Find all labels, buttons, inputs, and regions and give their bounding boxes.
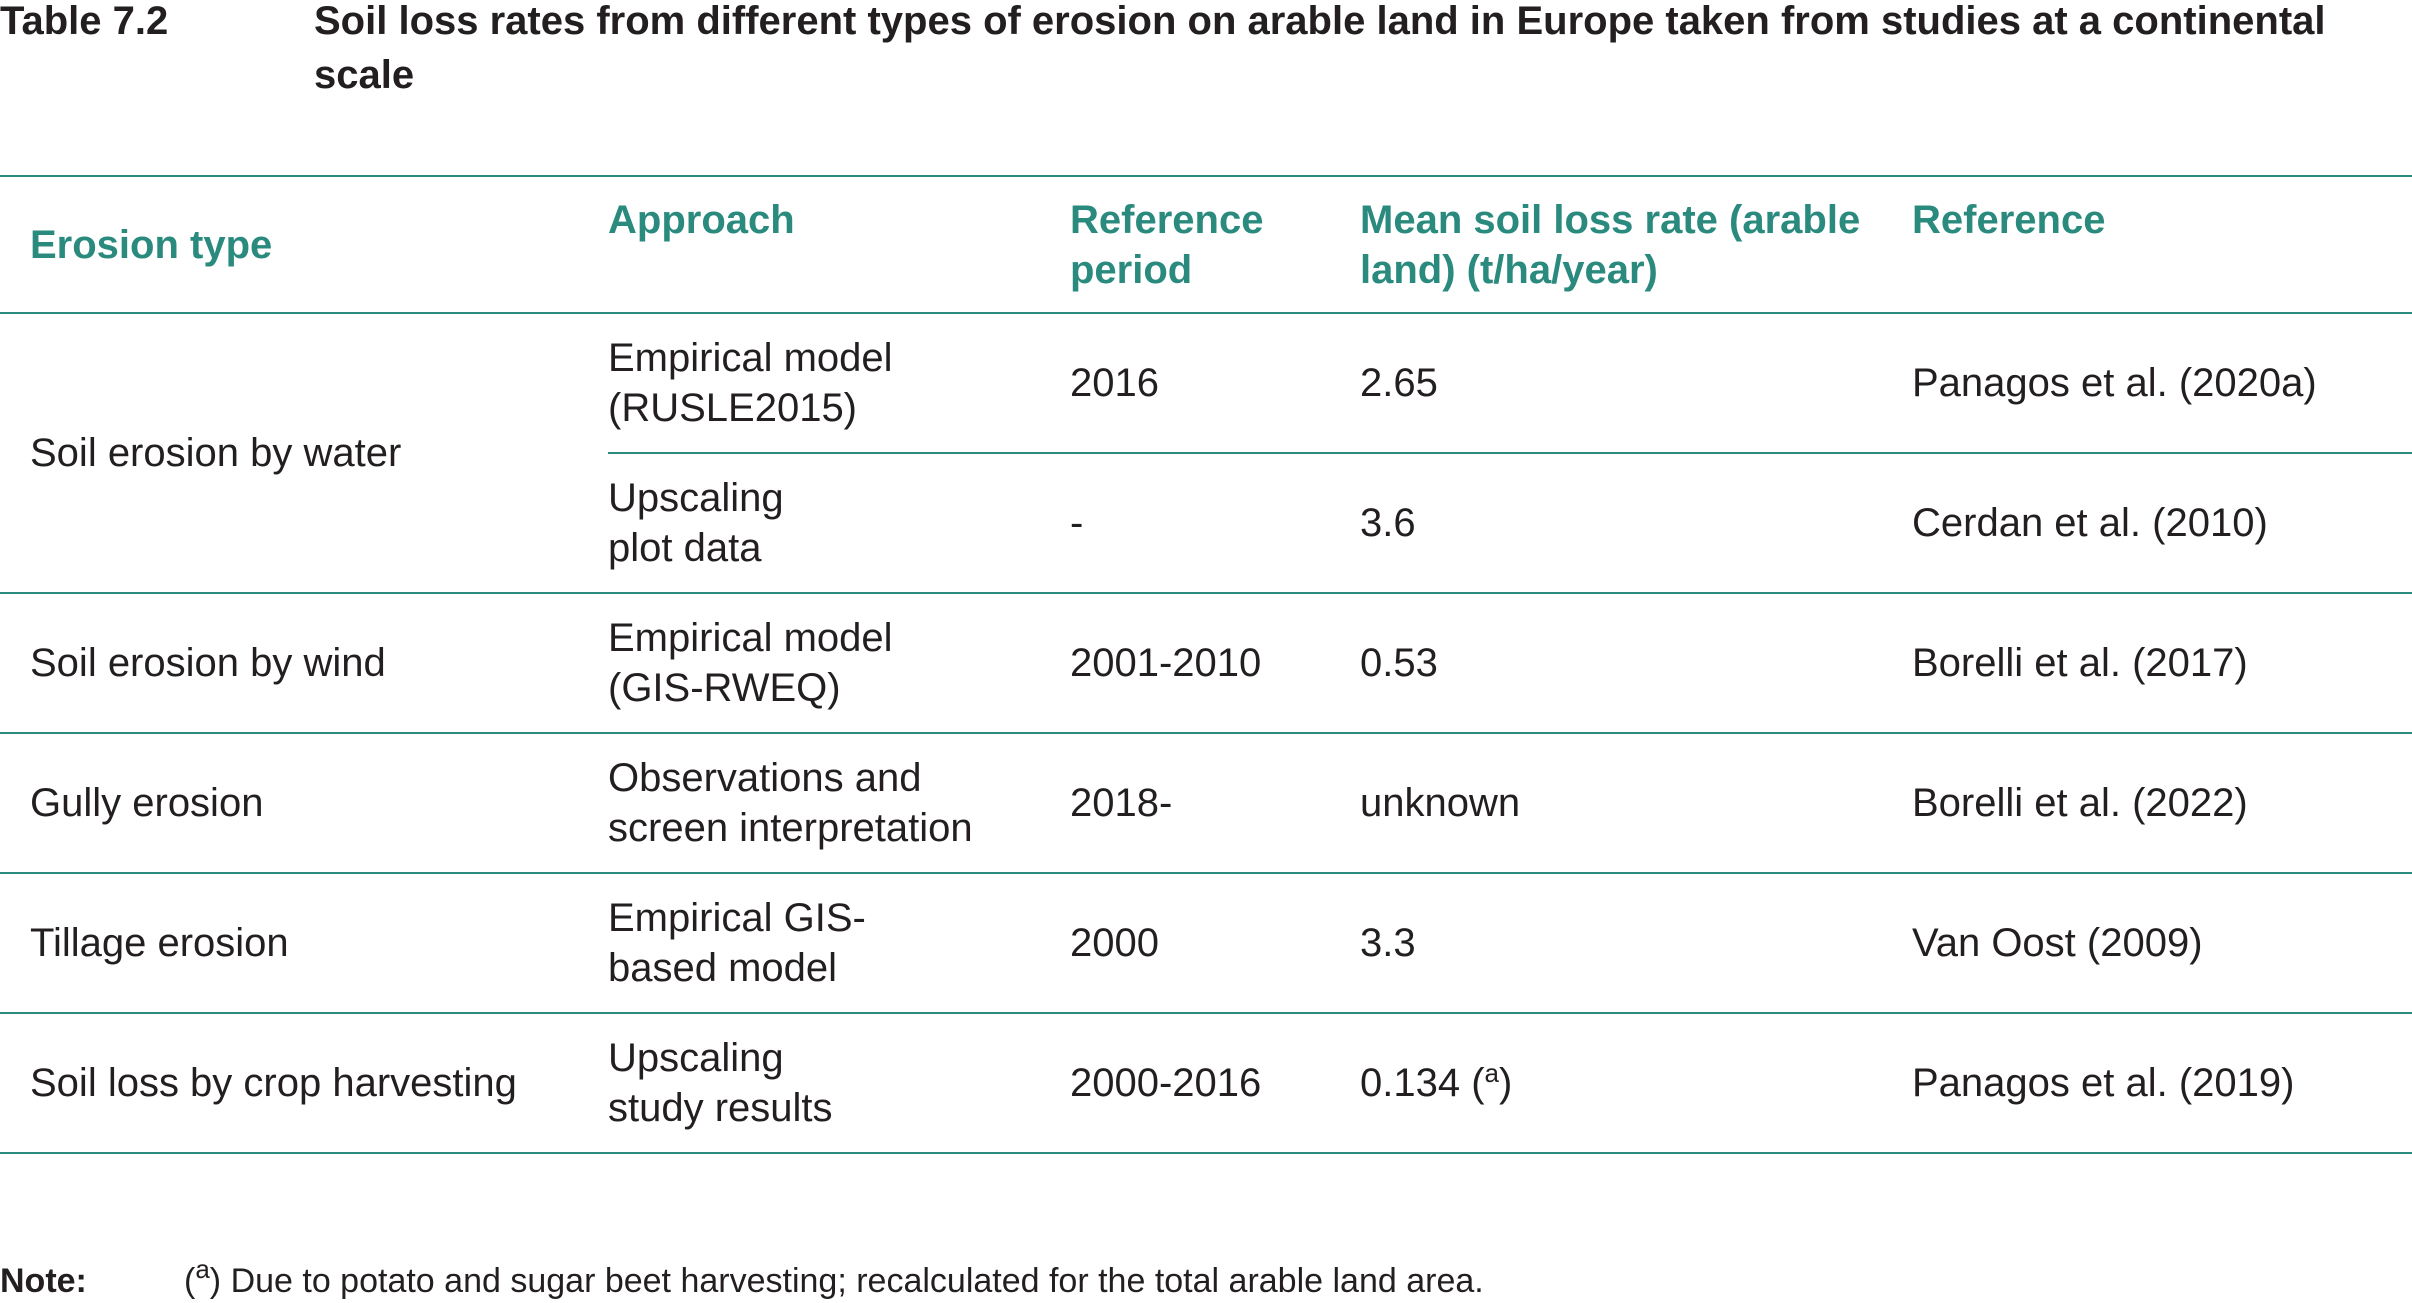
rate-cell: 0.53 <box>1360 641 1438 685</box>
approach-cell: Upscaling study results <box>608 1013 1070 1153</box>
approach-cell: Empirical GIS-based model <box>608 873 1070 1013</box>
note-marker: a <box>195 1254 210 1284</box>
header-approach: Approach <box>608 198 795 242</box>
table-row: Soil loss by crop harvesting Upscaling s… <box>0 1013 2412 1153</box>
rate-cell: 0.134 (a) <box>1360 1058 1513 1105</box>
period-cell: 2000 <box>1070 921 1159 965</box>
reference-cell: Panagos et al. (2020a) <box>1912 313 2412 454</box>
approach-cell: Observations and screen interpretation <box>608 733 1070 873</box>
reference-cell: Cerdan et al. (2010) <box>1912 501 2268 545</box>
table-row: Soil erosion by wind Empirical model (GI… <box>0 593 2412 733</box>
period-cell: 2000-2016 <box>1070 1061 1262 1105</box>
soil-loss-table: Erosion type Approach Reference period M… <box>0 175 2412 1154</box>
approach-text: Observations and screen interpretation <box>608 756 973 850</box>
period-cell: 2018- <box>1070 781 1173 825</box>
reference-cell: Borelli et al. (2017) <box>1912 641 2248 685</box>
erosion-type-cell: Tillage erosion <box>30 921 289 965</box>
table-row: Upscaling plot data - 3.6 Cerdan et al. … <box>0 453 2412 593</box>
approach-cell: Upscaling plot data <box>608 453 1070 593</box>
note-body: ) Due to potato and sugar beet harvestin… <box>209 1262 1484 1300</box>
erosion-type-cell: Gully erosion <box>30 781 264 825</box>
approach-text: Empirical model (GIS-RWEQ) <box>608 616 893 710</box>
table-header-row: Erosion type Approach Reference period M… <box>0 176 2412 313</box>
reference-cell: Panagos et al. (2019) <box>1912 1061 2295 1105</box>
header-mean-rate-text: Mean soil loss rate (arable land) (t/ha/… <box>1360 198 1861 292</box>
table-row: Soil erosion by water Empirical model (R… <box>0 313 2412 475</box>
rate-value: 0.134 <box>1360 1061 1461 1105</box>
table-title: Soil loss rates from different types of … <box>314 0 2326 97</box>
approach-cell: Empirical model (GIS-RWEQ) <box>608 593 1070 733</box>
approach-text: Empirical model (RUSLE2015) <box>608 336 893 430</box>
erosion-type-cell: Soil erosion by water <box>30 431 402 475</box>
rate-cell: 3.6 <box>1360 501 1416 545</box>
table-label: Table 7.2 <box>0 0 169 43</box>
period-cell: 2001-2010 <box>1070 641 1262 685</box>
erosion-type-cell: Soil loss by crop harvesting <box>30 1061 517 1105</box>
period-cell: - <box>1070 501 1084 545</box>
rate-footnote-marker: a <box>1484 1058 1500 1088</box>
table: Erosion type Approach Reference period M… <box>0 175 2412 1154</box>
approach-text: Upscaling study results <box>608 1036 833 1130</box>
approach-text: Upscaling plot data <box>608 476 784 570</box>
table-row: Gully erosion Observations and screen in… <box>0 733 2412 873</box>
approach-text: Empirical GIS-based model <box>608 896 866 990</box>
header-mean-rate: Mean soil loss rate (arable land) (t/ha/… <box>1360 176 1912 313</box>
rate-cell: unknown <box>1360 781 1521 825</box>
approach-cell: Empirical model (RUSLE2015) <box>608 313 1070 454</box>
header-reference-period: Reference period <box>1070 176 1360 313</box>
header-erosion-type: Erosion type <box>30 222 273 267</box>
rate-cell: 2.65 <box>1360 313 1912 454</box>
note-label: Note: <box>0 1262 87 1300</box>
header-reference: Reference <box>1912 198 2106 242</box>
header-reference-period-text: Reference period <box>1070 198 1264 292</box>
reference-cell: Borelli et al. (2022) <box>1912 781 2248 825</box>
reference-cell: Van Oost (2009) <box>1912 921 2203 965</box>
table-row: Tillage erosion Empirical GIS-based mode… <box>0 873 2412 1013</box>
period-cell: 2016 <box>1070 313 1360 454</box>
rate-cell: 3.3 <box>1360 921 1416 965</box>
erosion-type-cell: Soil erosion by wind <box>30 641 386 685</box>
note-text: (a) Due to potato and sugar beet harvest… <box>184 1254 1484 1300</box>
